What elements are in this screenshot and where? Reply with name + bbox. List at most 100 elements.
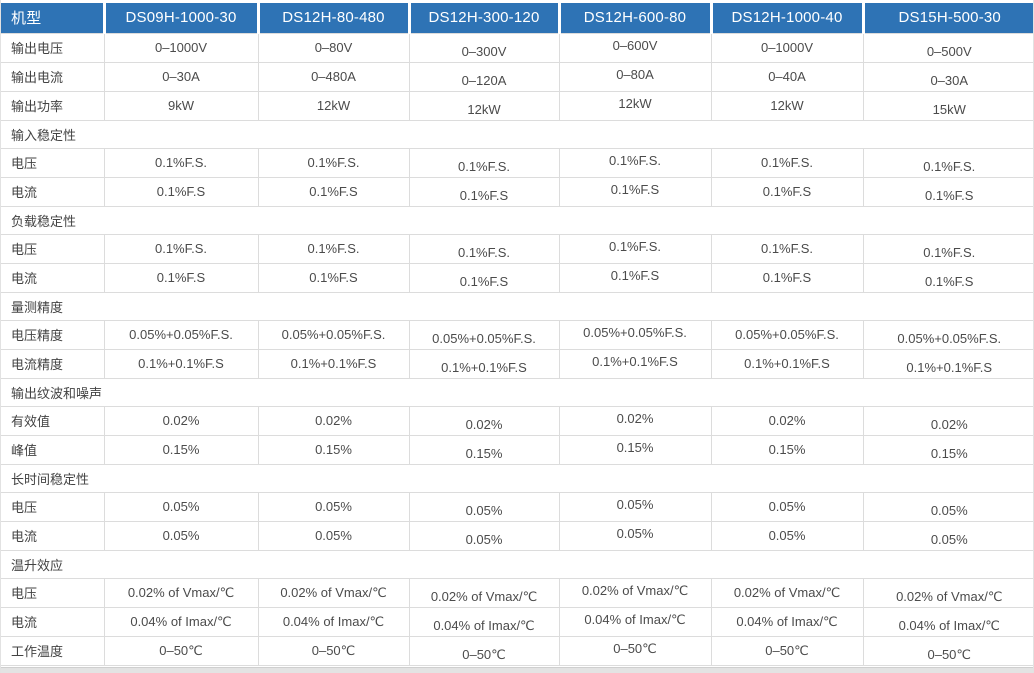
section-label: 输出纹波和噪声 [1,377,1033,407]
spec-table-header: 机型 DS09H-1000-30 DS12H-80-480 DS12H-300-… [1,3,1033,33]
cell-value: 0.1%+0.1%F.S [290,356,377,371]
value-cell: 0–500V [862,32,1033,63]
cell-value: 0.02% [616,411,654,426]
value-cell: 12kW [710,90,864,121]
value-cell: 0–50℃ [103,635,259,666]
row-label: 输出电流 [11,70,64,85]
section-row: 负载稳定性 [1,205,1033,235]
cell-value: 0.1%F.S [459,274,509,289]
value-cell: 0.05% [558,491,712,522]
section-row: 温升效应 [1,549,1033,579]
cell-value: 0.05% [315,528,352,543]
value-cell: 9kW [103,90,259,121]
value-cell: 0.05% [103,491,259,522]
value-cell: 0.1%F.S. [257,147,410,178]
row-label-cell: 电流 [1,176,105,207]
value-cell: 15kW [862,90,1033,121]
cell-value: 0.1%F.S [156,184,206,199]
cell-value: 0.02% of Vmax/℃ [430,588,538,604]
row-label-cell: 电流 [1,262,105,293]
value-cell: 0.02% [257,405,410,436]
section-label: 温升效应 [1,549,1033,579]
section-row: 长时间稳定性 [1,463,1033,493]
value-cell: 12kW [257,90,410,121]
cell-value: 0–1000V [154,40,208,55]
section-label-text: 输出纹波和噪声 [11,385,103,401]
cell-value: 0–120A [461,73,507,88]
section-row: 输出纹波和噪声 [1,377,1033,407]
cell-value: 0.1%F.S. [307,155,360,170]
row-label-cell: 输出电压 [1,32,105,63]
value-cell: 0.1%F.S. [408,233,560,264]
row-label: 电流精度 [11,357,64,372]
value-cell: 0.05% [862,520,1033,551]
row-label-cell: 电流 [1,606,105,637]
cell-value: 0.05% [162,499,200,514]
value-cell: 0.02% of Vmax/℃ [710,577,864,608]
cell-value: 0.1%+0.1%F.S [744,356,830,371]
value-cell: 0.1%F.S [257,262,410,293]
value-cell: 0.02% [710,405,864,436]
value-cell: 0–50℃ [862,635,1033,666]
row-label: 电流 [11,615,38,630]
cell-value: 0.02% [930,417,968,432]
row-label-cell: 工作温度 [1,635,105,666]
value-cell: 0.05%+0.05%F.S. [710,319,864,350]
value-cell: 0.05% [558,520,712,551]
value-cell: 0.1%F.S [103,262,259,293]
table-row: 电压精度 0.05%+0.05%F.S. 0.05%+0.05%F.S. 0.05%+… [1,319,1033,350]
value-cell: 0–50℃ [257,635,410,666]
section-label-text: 长时间稳定性 [11,471,90,487]
cell-value: 0.1%F.S. [760,155,814,170]
cell-value: 0–80V [314,40,353,55]
cell-value: 0.02% of Vmax/℃ [733,584,841,600]
value-cell: 0.04% of Imax/℃ [558,606,712,637]
value-cell: 0.04% of Imax/℃ [103,606,259,637]
cell-value: 0–500V [926,44,972,59]
table-row: 电压 0.1%F.S. 0.1%F.S. 0.1%F.S. 0.1%F.S. 0.1%F.… [1,147,1033,178]
cell-value: 12kW [467,102,501,117]
cell-value: 0–30A [162,69,200,84]
table-row: 电压 0.02% of Vmax/℃ 0.02% of Vmax/℃ 0.02% of… [1,577,1033,608]
row-label: 电压 [11,500,38,515]
row-label: 电流 [11,529,38,544]
cell-value: 0–40A [768,69,806,84]
value-cell: 0.15% [257,434,410,465]
value-cell: 0.1%F.S. [710,147,864,178]
value-cell: 0.1%F.S [862,262,1033,293]
section-label-text: 负载稳定性 [11,213,77,229]
cell-value: 0–50℃ [927,646,972,662]
cutoff-strip [1,667,1033,673]
value-cell: 0.02% [103,405,259,436]
value-cell: 0.04% of Imax/℃ [257,606,410,637]
table-row: 电流精度 0.1%+0.1%F.S 0.1%+0.1%F.S 0.1%+0.1%F.S… [1,348,1033,379]
table-row: 输出电压 0–1000V 0–80V 0–300V 0–600V 0–1000V 0–500… [1,32,1033,63]
cell-value: 0.1%F.S. [154,155,208,170]
cell-value: 0.04% of Imax/℃ [898,617,1000,633]
value-cell: 0–80A [558,61,712,92]
section-row: 量测精度 [1,291,1033,321]
value-cell: 0–50℃ [408,635,560,666]
value-cell: 0.05% [710,520,864,551]
row-label-cell: 电压 [1,233,105,264]
header-cell-model-3: DS12H-300-120 [407,3,559,33]
cell-value: 0.05% [465,532,503,547]
cell-value: 0.04% of Imax/℃ [282,613,385,629]
cell-value: 0–50℃ [159,642,203,658]
value-cell: 0.1%+0.1%F.S [103,348,259,379]
value-cell: 0.05%+0.05%F.S. [862,319,1033,350]
value-cell: 0.1%F.S. [103,233,259,264]
row-label-cell: 电压精度 [1,319,105,350]
cell-value: 0.15% [616,440,654,455]
cell-value: 0–50℃ [462,646,506,662]
cell-value: 0.1%+0.1%F.S [906,360,993,375]
cell-value: 0.05% [616,497,654,512]
cell-value: 0.05% [930,532,968,547]
value-cell: 0.1%F.S [257,176,410,207]
row-label-cell: 电流 [1,520,105,551]
header-row: 机型 DS09H-1000-30 DS12H-80-480 DS12H-300-… [1,3,1033,33]
header-cell-model-6: DS15H-500-30 [861,3,1033,33]
value-cell: 0.02% [862,405,1033,436]
cell-value: 0.05%+0.05%F.S. [583,325,687,340]
